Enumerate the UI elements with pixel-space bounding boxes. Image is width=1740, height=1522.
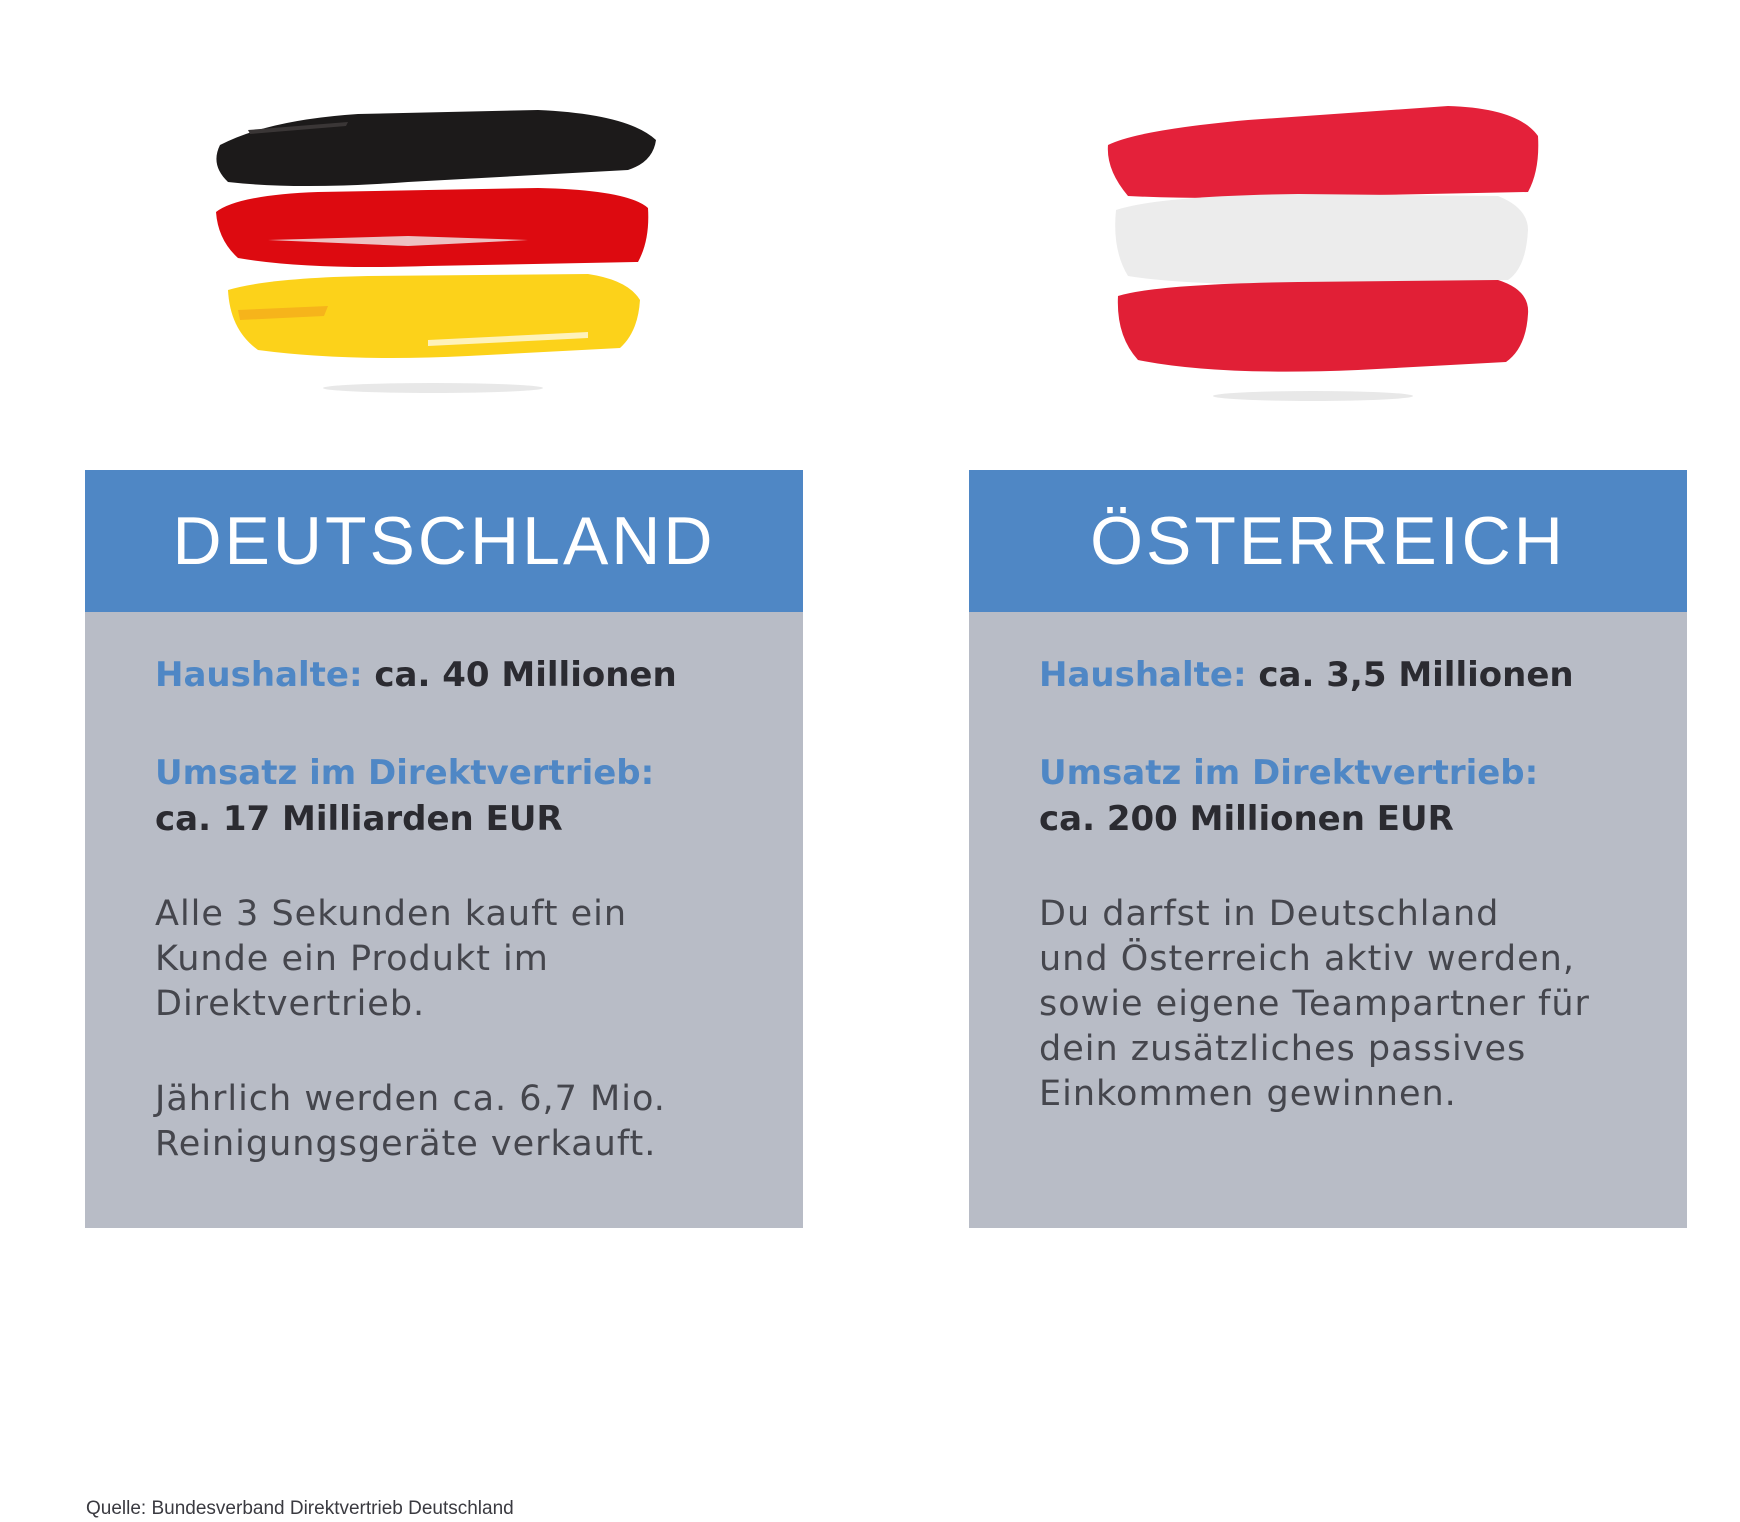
austria-card-title: ÖSTERREICH xyxy=(969,470,1687,612)
households-label: Haushalte: xyxy=(155,655,363,695)
germany-card-body: Haushalte: ca. 40 Millionen Umsatz im Di… xyxy=(85,612,803,1167)
germany-flag-image xyxy=(208,100,678,410)
households-value: ca. 40 Millionen xyxy=(362,655,677,695)
austria-paragraph-1: Du darfst in Deutschland und Österreich … xyxy=(1039,894,1590,1114)
source-note: Quelle: Bundesverband Direktvertrieb Deu… xyxy=(86,1498,514,1519)
austria-card: ÖSTERREICH Haushalte: ca. 3,5 Millionen … xyxy=(969,470,1687,1228)
austria-revenue-label: Umsatz im Direktvertrieb: xyxy=(1039,753,1539,793)
germany-card: DEUTSCHLAND Haushalte: ca. 40 Millionen … xyxy=(85,470,803,1228)
germany-households: Haushalte: ca. 40 Millionen xyxy=(155,652,733,698)
germany-revenue-label: Umsatz im Direktvertrieb: xyxy=(155,753,655,793)
germany-revenue-value: ca. 17 Milliarden EUR xyxy=(155,799,563,839)
austria-revenue-value: ca. 200 Millionen EUR xyxy=(1039,799,1454,839)
austria-card-body: Haushalte: ca. 3,5 Millionen Umsatz im D… xyxy=(969,612,1687,1117)
austria-households: Haushalte: ca. 3,5 Millionen xyxy=(1039,652,1617,698)
germany-paragraph-1: Alle 3 Sekunden kauft ein Kunde ein Prod… xyxy=(155,894,628,1024)
germany-paragraph-2: Jährlich werden ca. 6,7 Mio. Reinigungsg… xyxy=(155,1079,666,1164)
households-value: ca. 3,5 Millionen xyxy=(1246,655,1574,695)
austria-flag-image xyxy=(1098,100,1568,410)
germany-card-title: DEUTSCHLAND xyxy=(85,470,803,612)
households-label: Haushalte: xyxy=(1039,655,1247,695)
